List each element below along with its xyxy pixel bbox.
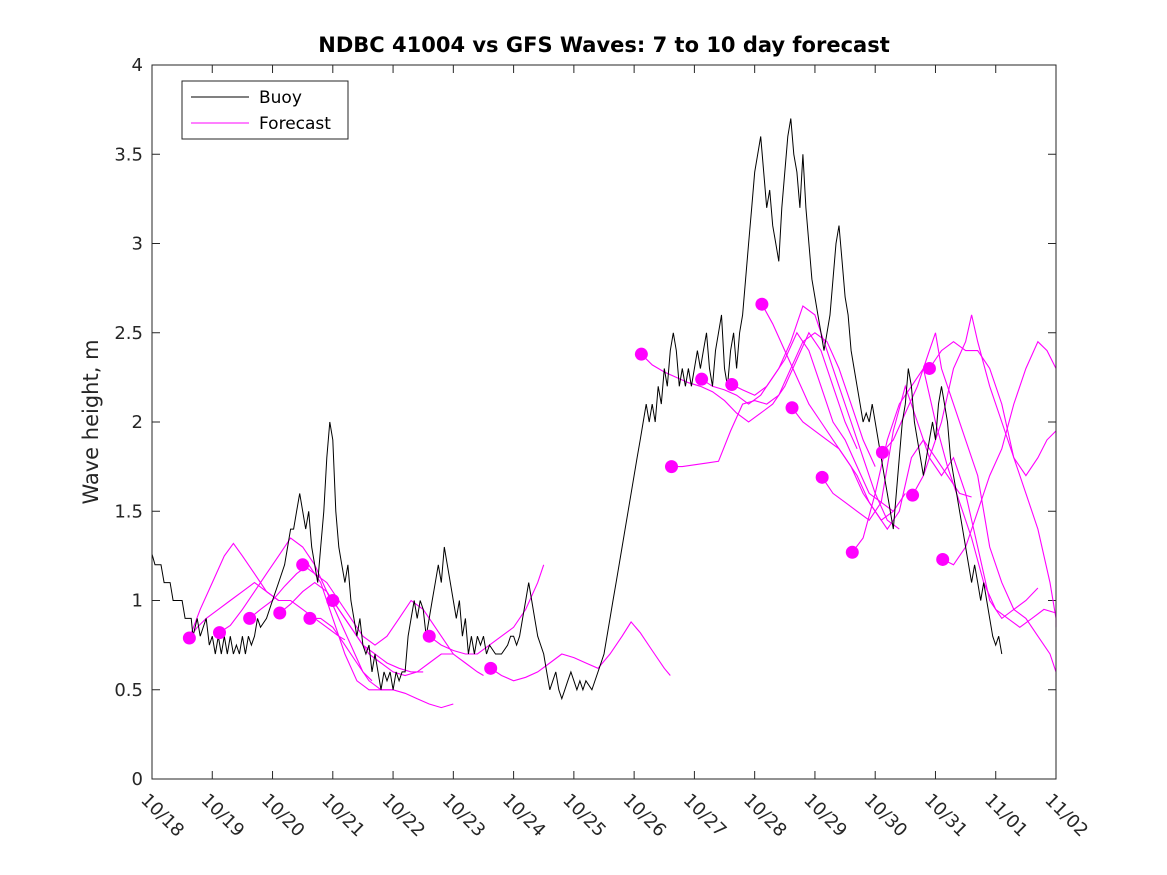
forecast-series-line bbox=[701, 331, 894, 512]
legend-label-forecast: Forecast bbox=[259, 114, 331, 134]
x-tick-label: 10/30 bbox=[860, 790, 912, 842]
forecast-start-point bbox=[664, 460, 678, 474]
y-tick-label: 0.5 bbox=[114, 680, 143, 701]
x-tick-label: 10/23 bbox=[438, 790, 490, 842]
y-axis: 0 0.5 1 1.5 2 2.5 3 3.5 4 bbox=[114, 55, 1056, 790]
forecast-series-line bbox=[928, 341, 1057, 477]
y-tick-label: 1 bbox=[132, 591, 143, 612]
x-tick-label: 11/01 bbox=[980, 790, 1032, 842]
chart-title: NDBC 41004 vs GFS Waves: 7 to 10 day for… bbox=[318, 33, 889, 57]
forecast-series-line bbox=[791, 407, 972, 531]
forecast-start-point bbox=[296, 558, 310, 572]
forecast-start-point bbox=[303, 611, 317, 625]
forecast-start-point bbox=[634, 347, 648, 361]
buoy-series-line bbox=[151, 118, 1003, 701]
legend-box bbox=[181, 80, 349, 140]
forecast-start-point bbox=[755, 297, 769, 311]
x-tick-label: 10/31 bbox=[920, 790, 972, 842]
forecast-start-point bbox=[922, 361, 936, 375]
forecast-start-point bbox=[695, 372, 709, 386]
forecast-start-point bbox=[875, 445, 889, 459]
forecast-start-markers bbox=[182, 297, 950, 675]
forecast-start-point bbox=[243, 611, 257, 625]
y-axis-label: Wave height, m bbox=[79, 339, 103, 504]
forecast-start-point bbox=[182, 631, 196, 645]
forecast-start-point bbox=[936, 552, 950, 566]
x-tick-label: 10/22 bbox=[378, 790, 430, 842]
y-tick-label: 1.5 bbox=[114, 501, 143, 522]
y-tick-label: 2.5 bbox=[114, 323, 143, 344]
x-tick-label: 10/21 bbox=[317, 790, 369, 842]
forecast-start-point bbox=[422, 629, 436, 643]
forecast-start-point bbox=[725, 378, 739, 392]
forecast-start-point bbox=[845, 545, 859, 559]
forecast-series-line bbox=[942, 340, 1057, 566]
x-tick-label: 10/20 bbox=[257, 790, 309, 842]
forecast-start-point bbox=[212, 626, 226, 640]
x-tick-label: 11/02 bbox=[1040, 790, 1092, 842]
x-tick-label: 10/29 bbox=[799, 790, 851, 842]
x-tick-label: 10/19 bbox=[197, 790, 249, 842]
forecast-series-line bbox=[302, 564, 454, 655]
forecast-start-point bbox=[484, 661, 498, 675]
forecast-series-line bbox=[731, 305, 900, 530]
legend: Buoy Forecast bbox=[181, 80, 349, 140]
forecast-series-line bbox=[641, 331, 858, 450]
forecast-series-line bbox=[188, 542, 279, 639]
x-tick-label: 10/25 bbox=[558, 790, 610, 842]
x-tick-label: 10/24 bbox=[498, 790, 550, 842]
forecast-series-line bbox=[671, 332, 876, 468]
forecast-series-line bbox=[219, 537, 373, 682]
forecast-series-line bbox=[490, 620, 671, 682]
forecast-series-line bbox=[332, 600, 484, 677]
y-tick-label: 3.5 bbox=[114, 144, 143, 165]
forecast-series-line bbox=[912, 314, 1057, 628]
x-tick-label: 10/28 bbox=[739, 790, 791, 842]
forecast-series-line bbox=[881, 332, 1057, 673]
forecast-start-point bbox=[326, 594, 340, 607]
y-tick-label: 0 bbox=[132, 769, 143, 790]
y-tick-label: 2 bbox=[132, 412, 143, 433]
x-tick-label: 10/27 bbox=[679, 790, 731, 842]
plot-frame bbox=[151, 64, 1057, 780]
forecast-start-point bbox=[273, 606, 287, 620]
y-tick-label: 4 bbox=[132, 55, 143, 76]
x-tick-label: 10/18 bbox=[136, 790, 188, 842]
y-tick-label: 3 bbox=[132, 234, 143, 255]
x-tick-label: 10/26 bbox=[619, 790, 671, 842]
forecast-start-point bbox=[785, 401, 799, 415]
forecast-start-point bbox=[815, 470, 829, 484]
legend-label-buoy: Buoy bbox=[259, 88, 302, 108]
forecast-start-point bbox=[906, 488, 920, 502]
plot-area bbox=[152, 65, 1056, 779]
